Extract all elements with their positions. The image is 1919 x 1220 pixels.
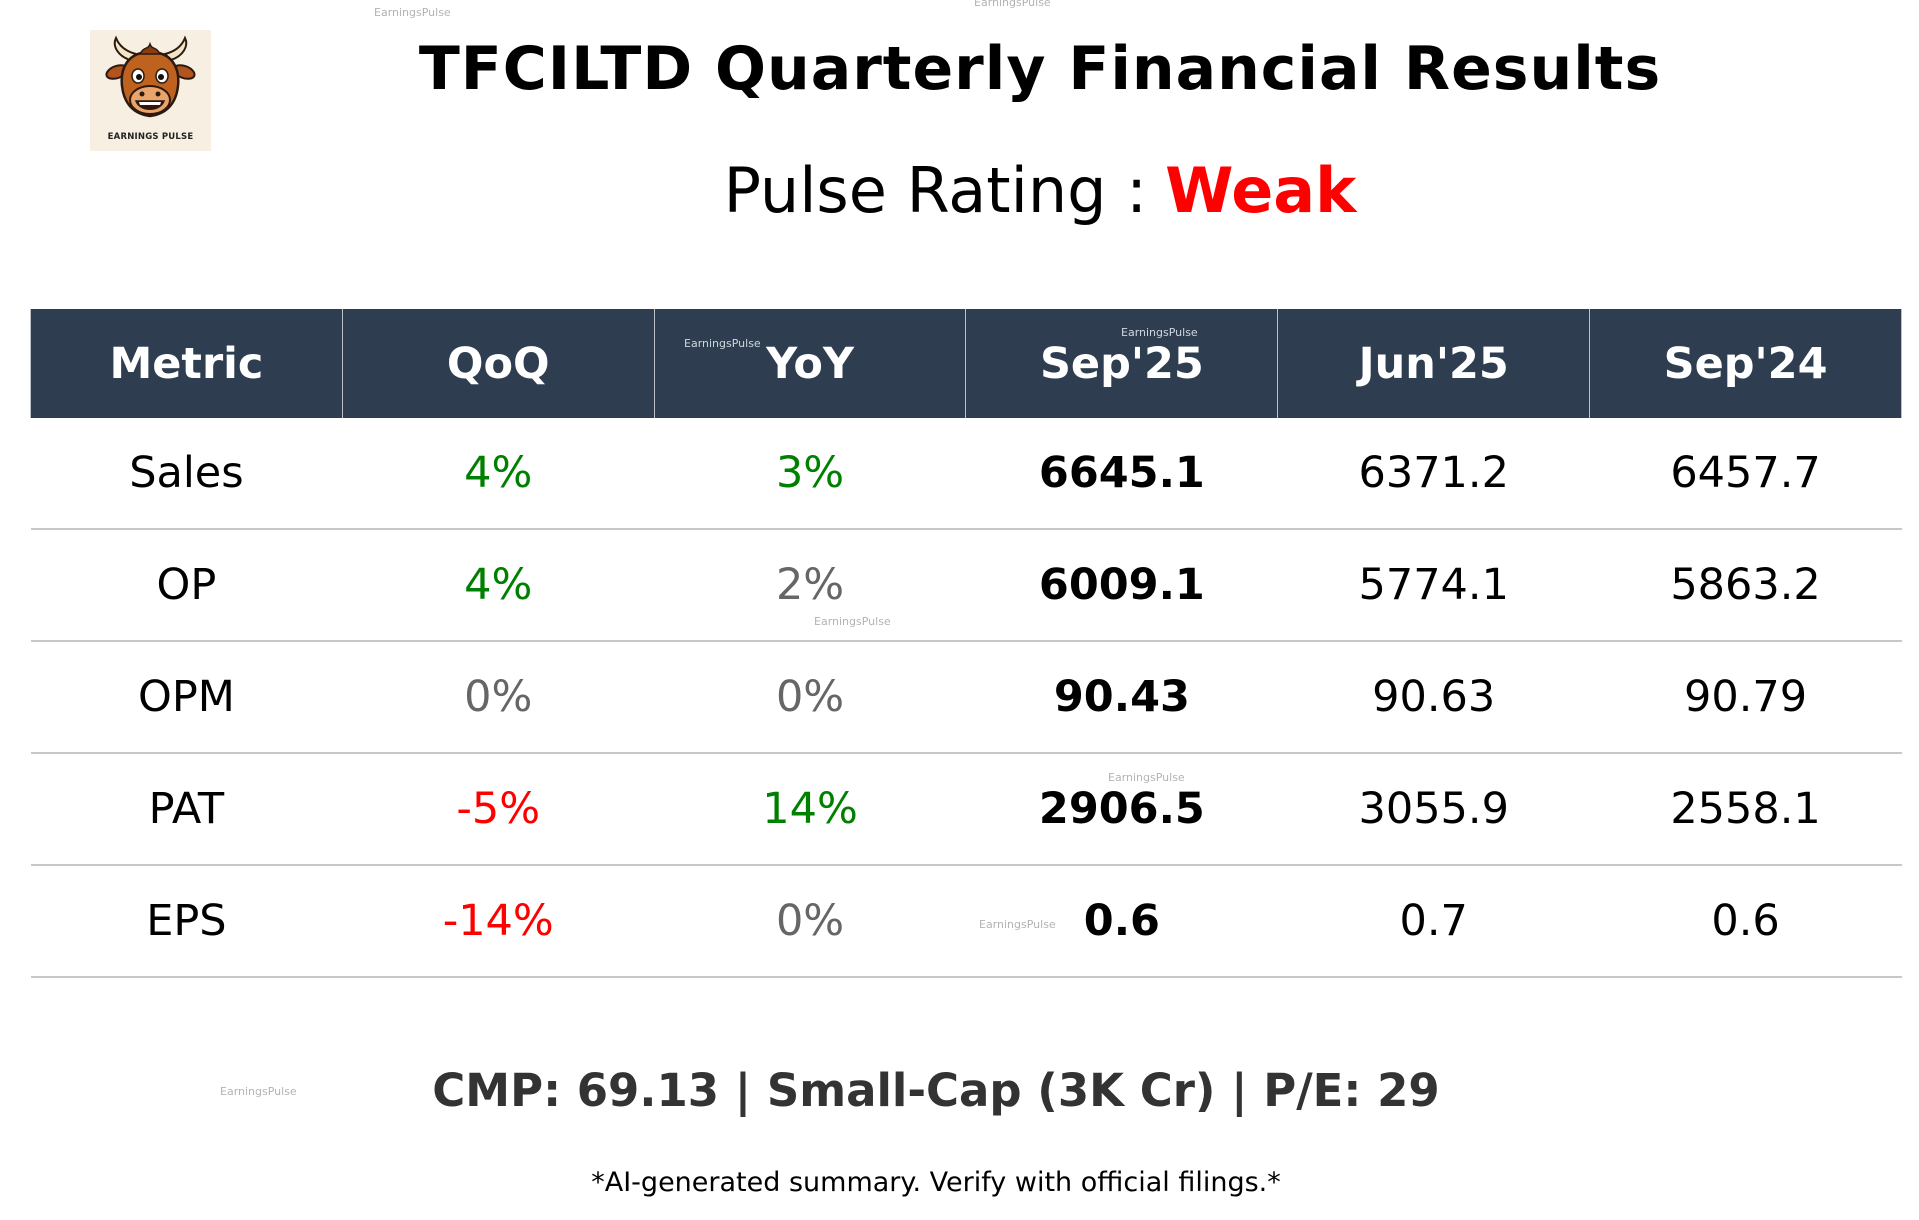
metric-cell: OPM bbox=[30, 641, 343, 754]
metric-cell: OP bbox=[30, 529, 343, 642]
column-header-qoq: QoQ bbox=[341, 309, 655, 418]
sep25-cell: 2906.5 bbox=[965, 753, 1278, 866]
table-row: Sales 4% 3% 6645.1 6371.2 6457.7 bbox=[30, 418, 1902, 530]
results-table: Metric QoQ YoY Sep'25 Jun'25 Sep'24 Sale… bbox=[30, 309, 1902, 978]
table-row: OPM 0% 0% 90.43 90.63 90.79 bbox=[30, 641, 1902, 754]
qoq-cell: -5% bbox=[342, 753, 655, 866]
qoq-cell: 0% bbox=[342, 641, 655, 754]
metric-cell: Sales bbox=[30, 418, 343, 530]
sep24-cell: 6457.7 bbox=[1589, 418, 1902, 530]
table-row: PAT -5% 14% 2906.5 3055.9 2558.1 bbox=[30, 753, 1902, 866]
bull-mascot-icon bbox=[90, 30, 211, 151]
yoy-cell: 14% bbox=[654, 753, 966, 866]
jun25-cell: 6371.2 bbox=[1277, 418, 1590, 530]
watermark: EarningsPulse bbox=[220, 1085, 297, 1098]
sep25-cell: 0.6 bbox=[965, 865, 1278, 978]
yoy-cell: 0% bbox=[654, 641, 966, 754]
qoq-cell: -14% bbox=[342, 865, 655, 978]
table-header-row: Metric QoQ YoY Sep'25 Jun'25 Sep'24 bbox=[30, 309, 1902, 418]
table-row: OP 4% 2% 6009.1 5774.1 5863.2 bbox=[30, 529, 1902, 642]
logo-text: EARNINGS PULSE bbox=[107, 132, 194, 142]
market-summary: CMP: 69.13 | Small-Cap (3K Cr) | P/E: 29 bbox=[432, 1064, 1440, 1117]
sep24-cell: 90.79 bbox=[1589, 641, 1902, 754]
yoy-cell: 3% bbox=[654, 418, 966, 530]
metric-cell: PAT bbox=[30, 753, 343, 866]
page-title: TFCILTD Quarterly Financial Results bbox=[418, 34, 1662, 104]
qoq-cell: 4% bbox=[342, 529, 655, 642]
sep24-cell: 5863.2 bbox=[1589, 529, 1902, 642]
watermark: EarningsPulse bbox=[1108, 771, 1185, 784]
column-header-sep24: Sep'24 bbox=[1589, 309, 1902, 418]
watermark: EarningsPulse bbox=[374, 6, 451, 19]
disclaimer-text: *AI-generated summary. Verify with offic… bbox=[591, 1167, 1281, 1198]
sep25-cell: 6645.1 bbox=[965, 418, 1278, 530]
watermark: EarningsPulse bbox=[684, 337, 761, 350]
column-header-jun25: Jun'25 bbox=[1277, 309, 1591, 418]
pulse-rating-label: Pulse Rating : bbox=[723, 154, 1148, 227]
earnings-pulse-logo: EARNINGS PULSE bbox=[90, 30, 211, 151]
column-header-sep25: Sep'25 bbox=[965, 309, 1279, 418]
watermark: EarningsPulse bbox=[974, 0, 1051, 9]
jun25-cell: 0.7 bbox=[1277, 865, 1590, 978]
yoy-cell: 2% bbox=[654, 529, 966, 642]
table-row: EPS -14% 0% 0.6 0.7 0.6 bbox=[30, 865, 1902, 978]
column-header-metric: Metric bbox=[30, 309, 343, 418]
metric-cell: EPS bbox=[30, 865, 343, 978]
jun25-cell: 90.63 bbox=[1277, 641, 1590, 754]
watermark: EarningsPulse bbox=[979, 918, 1056, 931]
pulse-rating: Pulse Rating : Weak bbox=[0, 154, 1919, 228]
jun25-cell: 5774.1 bbox=[1277, 529, 1590, 642]
jun25-cell: 3055.9 bbox=[1277, 753, 1590, 866]
watermark: EarningsPulse bbox=[814, 615, 891, 628]
yoy-cell: 0% bbox=[654, 865, 966, 978]
sep25-cell: 90.43 bbox=[965, 641, 1278, 754]
watermark: EarningsPulse bbox=[1121, 326, 1198, 339]
sep24-cell: 2558.1 bbox=[1589, 753, 1902, 866]
column-header-yoy: YoY bbox=[653, 309, 967, 418]
sep24-cell: 0.6 bbox=[1589, 865, 1902, 978]
pulse-rating-value: Weak bbox=[1165, 154, 1357, 227]
qoq-cell: 4% bbox=[342, 418, 655, 530]
sep25-cell: 6009.1 bbox=[965, 529, 1278, 642]
